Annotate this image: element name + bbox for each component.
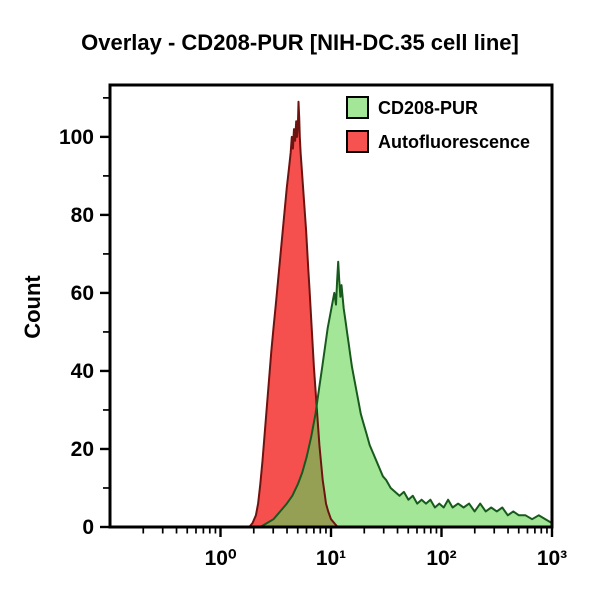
legend-item-cd208-pur: CD208-PUR (346, 96, 478, 119)
legend-item-autofluorescence: Autofluorescence (346, 130, 530, 153)
y-axis-tick-label: 80 (71, 204, 94, 227)
legend-swatch-red (346, 130, 369, 153)
y-axis-tick-label: 40 (71, 360, 94, 383)
green-histogram-fill (260, 261, 552, 527)
y-axis-tick-label: 60 (71, 282, 94, 305)
x-axis-tick-label: 10³ (537, 547, 567, 570)
legend-swatch-green (346, 96, 369, 119)
green-histogram-outline (259, 260, 553, 528)
y-axis-tick-label: 0 (82, 516, 94, 539)
axis-tick-layer: 0 20 40 60 80 100 10⁰ 10¹ 10² 10³ (59, 97, 567, 570)
y-axis-tick-label: 20 (71, 438, 94, 461)
legend-label: CD208-PUR (378, 97, 479, 118)
y-axis-tick-label: 100 (59, 126, 94, 149)
histogram-layer (248, 100, 553, 528)
x-axis-tick-label: 10² (426, 547, 456, 570)
x-axis-tick-label: 10⁰ (205, 547, 237, 570)
chart-title: Overlay - CD208-PUR [NIH-DC.35 cell line… (81, 30, 519, 55)
legend-label: Autofluorescence (378, 131, 531, 152)
x-axis-tick-label: 10¹ (316, 547, 346, 570)
plot-border (108, 83, 554, 529)
red-histogram-outline (248, 100, 339, 528)
